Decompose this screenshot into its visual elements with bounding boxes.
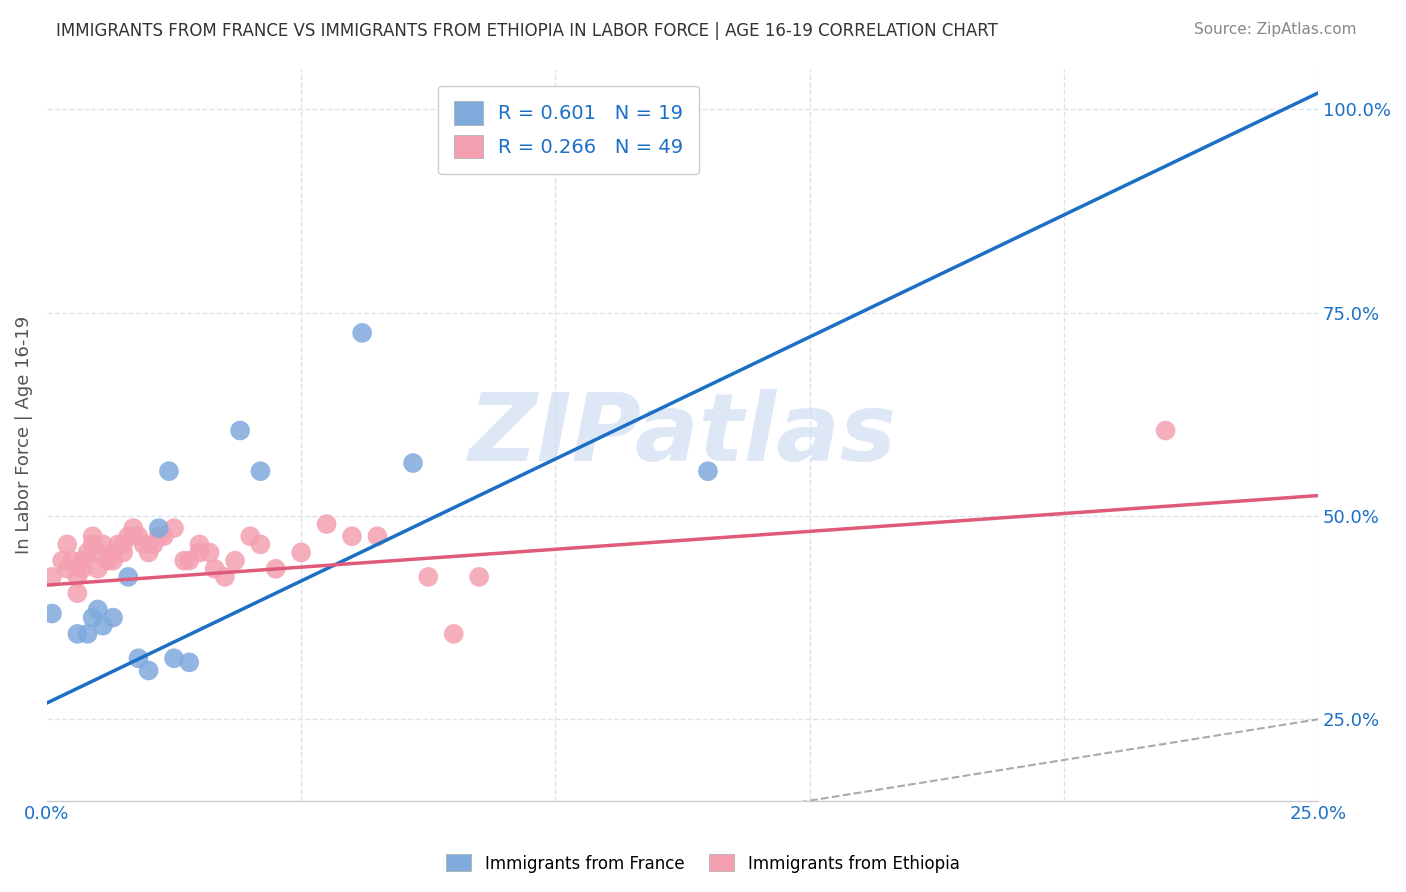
Point <box>315 516 337 531</box>
Point <box>239 529 262 543</box>
Point <box>66 586 89 600</box>
Point <box>366 529 388 543</box>
Point <box>60 554 83 568</box>
Point <box>66 570 89 584</box>
Point <box>117 570 139 584</box>
Point <box>56 562 79 576</box>
Text: ZIPatlas: ZIPatlas <box>468 389 897 481</box>
Point <box>76 545 98 559</box>
Point <box>82 529 104 543</box>
Point <box>290 545 312 559</box>
Point <box>198 545 221 559</box>
Point <box>179 554 201 568</box>
Point <box>82 610 104 624</box>
Point <box>418 570 440 584</box>
Point <box>179 656 201 670</box>
Point <box>91 537 114 551</box>
Point <box>112 537 135 551</box>
Point <box>157 464 180 478</box>
Point <box>352 326 374 340</box>
Point <box>132 537 155 551</box>
Point <box>101 610 124 624</box>
Point <box>138 545 160 559</box>
Point <box>148 521 170 535</box>
Point <box>41 570 63 584</box>
Point <box>72 554 94 568</box>
Legend: R = 0.601   N = 19, R = 0.266   N = 49: R = 0.601 N = 19, R = 0.266 N = 49 <box>439 86 699 174</box>
Point <box>76 627 98 641</box>
Point <box>112 545 135 559</box>
Point <box>163 651 186 665</box>
Point <box>127 651 149 665</box>
Point <box>697 464 720 478</box>
Point <box>249 464 271 478</box>
Point <box>101 554 124 568</box>
Legend: Immigrants from France, Immigrants from Ethiopia: Immigrants from France, Immigrants from … <box>440 847 966 880</box>
Point <box>87 545 110 559</box>
Point <box>148 529 170 543</box>
Point <box>56 537 79 551</box>
Point <box>173 554 195 568</box>
Point <box>51 554 73 568</box>
Text: Source: ZipAtlas.com: Source: ZipAtlas.com <box>1194 22 1357 37</box>
Point <box>340 529 363 543</box>
Y-axis label: In Labor Force | Age 16-19: In Labor Force | Age 16-19 <box>15 316 32 554</box>
Point <box>101 545 124 559</box>
Point <box>153 529 176 543</box>
Point <box>87 562 110 576</box>
Point <box>163 521 186 535</box>
Point <box>249 537 271 551</box>
Point <box>107 537 129 551</box>
Point <box>402 456 425 470</box>
Point <box>122 521 145 535</box>
Point <box>142 537 165 551</box>
Point <box>204 562 226 576</box>
Point <box>224 554 246 568</box>
Point <box>127 529 149 543</box>
Point <box>188 537 211 551</box>
Point <box>443 627 465 641</box>
Point <box>97 554 120 568</box>
Point <box>66 627 89 641</box>
Point <box>188 545 211 559</box>
Point <box>468 570 491 584</box>
Point <box>72 562 94 576</box>
Point <box>91 618 114 632</box>
Point <box>264 562 287 576</box>
Point <box>138 664 160 678</box>
Point <box>229 424 252 438</box>
Point <box>1154 424 1177 438</box>
Text: IMMIGRANTS FROM FRANCE VS IMMIGRANTS FROM ETHIOPIA IN LABOR FORCE | AGE 16-19 CO: IMMIGRANTS FROM FRANCE VS IMMIGRANTS FRO… <box>56 22 998 40</box>
Point <box>41 607 63 621</box>
Point <box>87 602 110 616</box>
Point <box>214 570 236 584</box>
Point <box>82 537 104 551</box>
Point <box>117 529 139 543</box>
